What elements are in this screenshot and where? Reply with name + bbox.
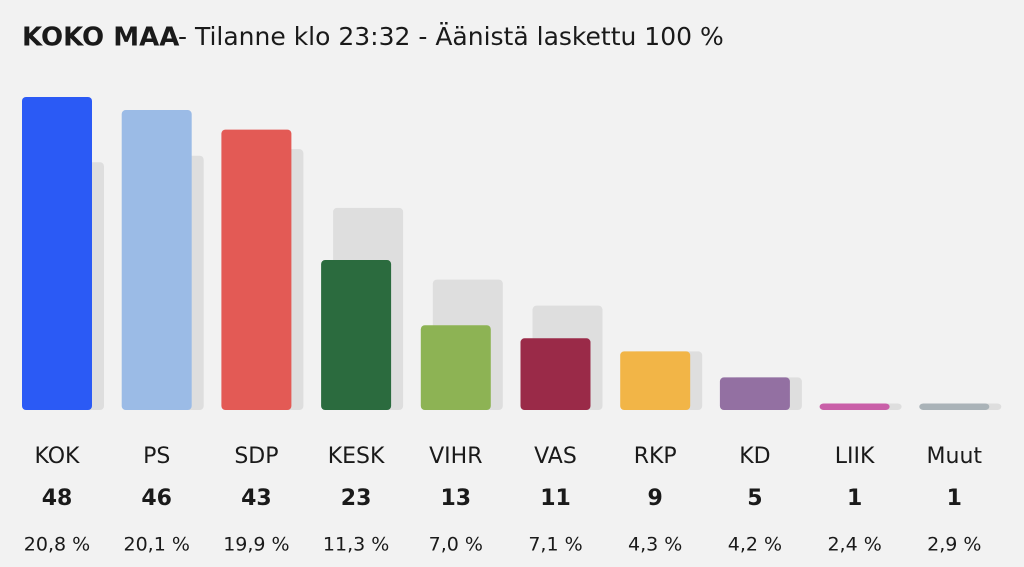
share-label: 4,2 %: [728, 534, 782, 556]
share-label: 2,4 %: [827, 534, 881, 556]
share-label: 2,9 %: [927, 534, 981, 556]
bar: [819, 403, 890, 410]
share-label: 4,3 %: [628, 534, 682, 556]
seat-label: 9: [648, 486, 663, 511]
bar: [919, 403, 990, 410]
seat-label: 13: [440, 486, 471, 511]
category-label: SDP: [234, 444, 278, 469]
bar: [719, 377, 790, 410]
share-label: 7,0 %: [429, 534, 483, 556]
category-label: VAS: [534, 444, 577, 469]
bar: [121, 110, 192, 411]
category-label: LIIK: [835, 444, 875, 469]
bar: [22, 97, 92, 410]
category-label: KD: [739, 444, 770, 469]
chart-subtitle: - Tilanne klo 23:32 - Äänistä laskettu 1…: [178, 22, 724, 51]
share-label: 7,1 %: [528, 534, 582, 556]
category-label: KOK: [35, 444, 81, 469]
category-label: PS: [143, 444, 170, 469]
bar: [221, 129, 292, 410]
seat-label: 1: [947, 486, 962, 511]
seat-label: 5: [747, 486, 762, 511]
bar: [520, 338, 591, 410]
seat-label: 23: [341, 486, 372, 511]
share-label: 19,9 %: [223, 534, 289, 556]
category-label: KESK: [328, 444, 385, 469]
share-label: 20,1 %: [123, 534, 189, 556]
bar: [321, 260, 392, 410]
chart-title: KOKO MAA: [22, 23, 179, 53]
category-label: Muut: [927, 444, 983, 469]
category-label: RKP: [634, 444, 677, 469]
category-label: VIHR: [429, 444, 482, 469]
seat-label: 43: [241, 486, 272, 511]
seat-label: 46: [141, 486, 172, 511]
bar: [620, 351, 691, 410]
seat-label: 11: [540, 486, 571, 511]
seat-label: 1: [847, 486, 862, 511]
share-label: 11,3 %: [323, 534, 389, 556]
seat-label: 48: [42, 486, 73, 511]
share-label: 20,8 %: [24, 534, 90, 556]
bar: [420, 325, 491, 410]
